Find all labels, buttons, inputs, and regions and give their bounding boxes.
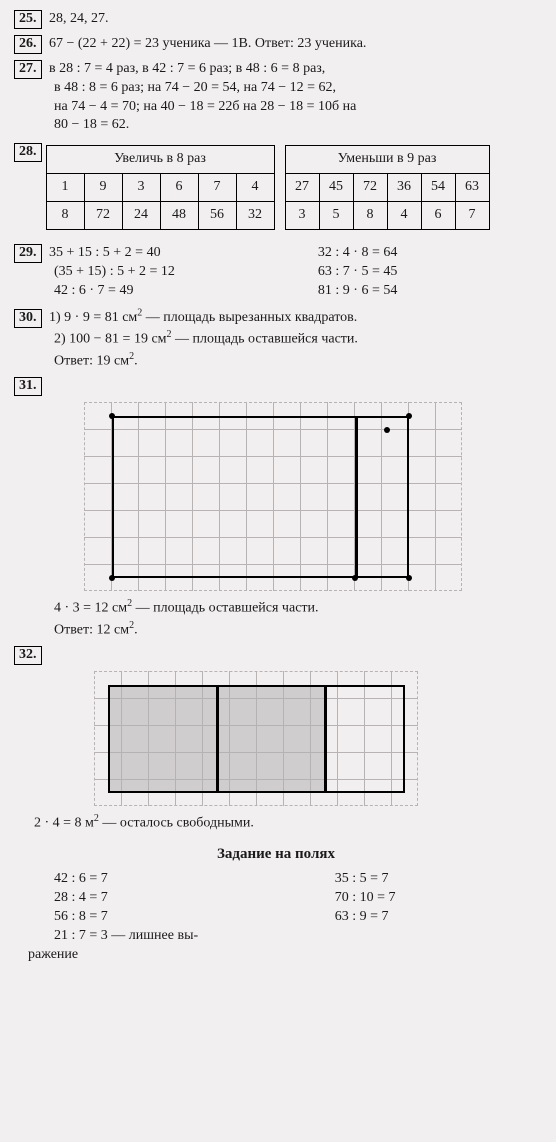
text: 2 · 4 = 8 м2 — осталось свободными.	[14, 812, 538, 834]
table-header: Уменьши в 9 раз	[285, 146, 489, 174]
problem-number: 28.	[14, 143, 42, 162]
eq: 21 : 7 = 3 — лишнее вы-	[54, 927, 335, 946]
problem-number: 26.	[14, 35, 42, 54]
eq: 42 : 6 · 7 = 49	[14, 282, 318, 301]
figure-31	[84, 402, 538, 591]
problem-32: 32. 2 · 4 = 8 м2 — осталось свободными.	[14, 646, 538, 833]
table-row: 193674	[46, 174, 274, 202]
table-row: 274572365463	[285, 174, 489, 202]
problem-28: 28. Увеличь в 8 раз 193674 87224485632 У…	[14, 141, 538, 238]
problem-text: 67 − (22 + 22) = 23 ученика — 1В. Ответ:…	[49, 36, 366, 51]
eq: 35 + 15 : 5 + 2 = 40	[49, 245, 161, 260]
text: в 48 : 8 = 6 раз; на 74 − 20 = 54, на 74…	[14, 79, 538, 98]
table-decrease: Уменьши в 9 раз 274572365463 358467	[285, 145, 490, 230]
problem-31: 31. 4 · 3 = 12 см2 — площадь оставшейся …	[14, 377, 538, 640]
problem-number: 30.	[14, 309, 42, 328]
text: в 28 : 7 = 4 раз, в 42 : 7 = 6 раз; в 48…	[49, 61, 325, 76]
problem-number: 25.	[14, 10, 42, 29]
text: 4 · 3 = 12 см2 — площадь оставшейся част…	[14, 597, 538, 619]
problem-27: 27. в 28 : 7 = 4 раз, в 42 : 7 = 6 раз; …	[14, 60, 538, 136]
margin-task: 42 : 6 = 7 28 : 4 = 7 56 : 8 = 7 21 : 7 …	[14, 870, 538, 964]
text: 80 − 18 = 62.	[14, 116, 538, 135]
problem-number: 29.	[14, 244, 42, 263]
table-row: 358467	[285, 202, 489, 230]
answer: Ответ: 12 см2.	[14, 619, 538, 641]
eq: 56 : 8 = 7	[54, 908, 335, 927]
eq: (35 + 15) : 5 + 2 = 12	[14, 263, 318, 282]
answer: Ответ: 19 см2.	[14, 350, 538, 372]
eq: 35 : 5 = 7	[335, 870, 538, 889]
table-header: Увеличь в 8 раз	[46, 146, 274, 174]
eq: 63 : 7 · 5 = 45	[318, 263, 538, 282]
eq: 81 : 9 · 6 = 54	[318, 282, 538, 301]
table-row: 87224485632	[46, 202, 274, 230]
margin-title: Задание на полях	[14, 844, 538, 864]
problem-25: 25. 28, 24, 27.	[14, 10, 538, 29]
problem-30: 30. 1) 9 · 9 = 81 см2 — площадь вырезанн…	[14, 307, 538, 372]
text: на 74 − 4 = 70; на 40 − 18 = 22б на 28 −…	[14, 98, 538, 117]
eq: 42 : 6 = 7	[54, 870, 335, 889]
text: 2) 100 − 81 = 19 см2 — площадь оставшейс…	[14, 328, 538, 350]
problem-number: 32.	[14, 646, 42, 665]
problem-29: 29. 35 + 15 : 5 + 2 = 40 (35 + 15) : 5 +…	[14, 244, 538, 301]
table-increase: Увеличь в 8 раз 193674 87224485632	[46, 145, 275, 230]
problem-number: 27.	[14, 60, 42, 79]
eq: 32 : 4 · 8 = 64	[318, 244, 538, 263]
eq: ражение	[28, 946, 335, 965]
text: 1) 9 · 9 = 81 см2 — площадь вырезанных к…	[49, 310, 357, 325]
eq: 70 : 10 = 7	[335, 889, 538, 908]
problem-text: 28, 24, 27.	[49, 11, 109, 26]
eq: 63 : 9 = 7	[335, 908, 538, 927]
eq: 28 : 4 = 7	[54, 889, 335, 908]
figure-32	[94, 671, 538, 806]
tables: Увеличь в 8 раз 193674 87224485632 Умень…	[46, 145, 490, 230]
problem-number: 31.	[14, 377, 42, 396]
problem-26: 26. 67 − (22 + 22) = 23 ученика — 1В. От…	[14, 35, 538, 54]
